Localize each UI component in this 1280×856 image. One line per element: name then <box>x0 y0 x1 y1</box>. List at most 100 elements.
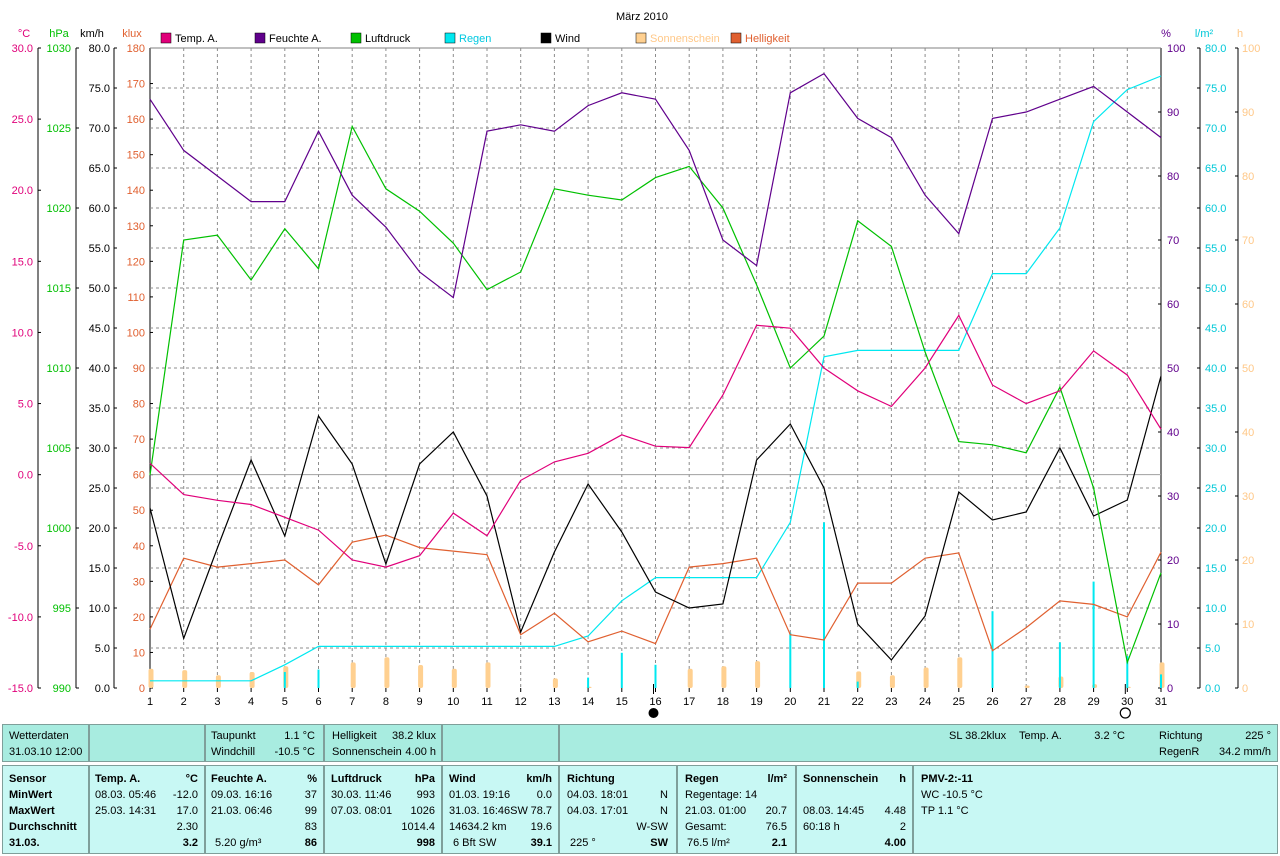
info-taupunkt: Taupunkt 1.1 °C Windchill -10.5 °C <box>205 724 324 762</box>
sunshine-bar <box>957 657 963 688</box>
left-axis-tick-label: 5.0 <box>95 643 110 655</box>
left-axis-tick-label: -10.0 <box>8 612 33 624</box>
feuchte-max-value: 99 <box>304 805 317 817</box>
right-axis-tick-label: 25.0 <box>1205 483 1226 495</box>
weather-chart: März 2010 °C-15.0-10.0-5.00.05.010.015.0… <box>7 11 1261 719</box>
right-axis-tick-label: 50.0 <box>1205 283 1226 295</box>
sl-value: SL 38.2klux <box>949 730 1007 742</box>
series-line-luftdruck <box>149 124 1162 665</box>
legend-label: Temp. A. <box>175 33 218 45</box>
stats-luftdruck: Luftdruck hPa 30.03. 11:46 993 07.03. 08… <box>324 765 442 854</box>
left-axis-tick-label: 30.0 <box>12 43 33 55</box>
right-axis-tick-label: 45.0 <box>1205 323 1226 335</box>
x-axis-day-label: 14 <box>582 696 594 708</box>
x-axis-day-label: 8 <box>383 696 389 708</box>
stats-temp: Temp. A. °C 08.03. 05:46 -12.0 25.03. 14… <box>89 765 205 854</box>
feuchte-min-value: 37 <box>304 789 317 801</box>
right-axis-tick-label: 75.0 <box>1205 83 1226 95</box>
left-axis-tick-label: 40 <box>133 541 145 553</box>
luftdruck-min-time: 30.03. 11:46 <box>331 789 392 801</box>
full-moon-icon <box>1119 707 1131 719</box>
right-axis-tick-label: 40 <box>1167 427 1179 439</box>
left-axis-tick-label: 10 <box>133 647 145 659</box>
feuchte-current: 86 <box>304 837 317 849</box>
right-axis-tick-label: 70.0 <box>1205 123 1226 135</box>
right-axis-tick-label: 65.0 <box>1205 163 1226 175</box>
right-axis-tick-label: 60.0 <box>1205 203 1226 215</box>
regen-regentage: Regentage: 14 <box>685 789 758 801</box>
sunshine-bar <box>923 667 929 688</box>
legend-label: Helligkeit <box>745 33 790 45</box>
legend-label: Feuchte A. <box>269 33 322 45</box>
sunshine-bar <box>889 675 895 688</box>
left-axis-tick-label: 110 <box>127 292 145 304</box>
x-axis-day-label: 12 <box>515 696 527 708</box>
sonne-avg: 2 <box>899 821 906 833</box>
stats-wind: Wind km/h 01.03. 19:16 0.0 31.03. 16:46S… <box>442 765 559 854</box>
stats-sonnenschein: Sonnenschein h 08.03. 14:45 4.48 60:18 h… <box>796 765 913 854</box>
sensor-row-avg: Durchschnitt <box>9 821 77 833</box>
series-line-regen <box>150 75 1162 682</box>
luftdruck-header: Luftdruck <box>331 773 382 785</box>
series-line-feuchte-a <box>149 72 1162 299</box>
rain-daily-bar <box>823 522 825 688</box>
right-axis-tick-label: 100 <box>1242 43 1260 55</box>
right-axis-tick-label: 60 <box>1167 299 1179 311</box>
left-axis-tick-label: 100 <box>127 327 145 339</box>
sunshine-bar <box>215 675 221 688</box>
left-axis-tick-label: 60 <box>133 470 145 482</box>
rain-daily-bar <box>1160 674 1162 688</box>
temp-unit: °C <box>185 773 198 785</box>
right-axis-tick-label: 10 <box>1242 619 1254 631</box>
wind-current: 39.1 <box>530 837 552 849</box>
left-axis-tick-label: 990 <box>53 683 71 695</box>
x-axis-day-label: 27 <box>1020 696 1032 708</box>
regenr-value: 34.2 mm/h <box>1219 746 1271 758</box>
left-axis-tick-label: 90 <box>133 363 145 375</box>
right-axis-tick-label: 50 <box>1242 363 1254 375</box>
x-axis-day-label: 26 <box>986 696 998 708</box>
rain-daily-bar <box>620 652 623 688</box>
luftdruck-unit: hPa <box>414 773 435 785</box>
temp-min-time: 08.03. 05:46 <box>95 789 157 801</box>
luftdruck-max-time: 07.03. 08:01 <box>331 805 393 817</box>
legend-swatch <box>444 32 456 44</box>
x-axis-day-label: 31 <box>1155 696 1167 708</box>
right-axis-tick-label: 70 <box>1242 235 1254 247</box>
legend-swatch <box>254 32 266 44</box>
right-axis-tick-label: 0.0 <box>1205 683 1220 695</box>
right-axis-tick-label: 5.0 <box>1205 643 1220 655</box>
left-axis-tick-label: 75.0 <box>89 83 110 95</box>
x-axis-day-label: 10 <box>447 696 459 708</box>
x-axis-day-label: 4 <box>248 696 254 708</box>
x-axis-day-label: 9 <box>417 696 423 708</box>
x-axis-day-label: 13 <box>548 696 560 708</box>
richtung-header: Richtung <box>567 773 615 785</box>
left-axis-tick-label: 20 <box>133 612 145 624</box>
left-axis-tick-label: 30 <box>133 576 145 588</box>
right-axis-tick-label: 80 <box>1167 171 1179 183</box>
left-axis-tick-label: 35.0 <box>89 403 110 415</box>
stats-regen: Regen l/m² Regentage: 14 21.03. 01:00 20… <box>677 765 796 854</box>
luftdruck-min-value: 993 <box>416 789 435 801</box>
right-axis-tick-label: 90 <box>1167 107 1179 119</box>
legend-label: Wind <box>555 33 580 45</box>
info-blank-1 <box>89 724 205 762</box>
left-axis-tick-label: 20.0 <box>12 185 33 197</box>
stats-feuchte: Feuchte A. % 09.03. 16:16 37 21.03. 06:4… <box>205 765 324 854</box>
right-axis-tick-label: 20.0 <box>1205 523 1226 535</box>
left-axis-tick-label: 1030 <box>47 43 71 55</box>
x-axis-day-label: 3 <box>214 696 220 708</box>
sensor-row-max: MaxWert <box>9 805 55 817</box>
regen-gesamt-label: Gesamt: <box>685 821 727 833</box>
right-axis-tick-label: 0 <box>1242 683 1248 695</box>
sonne-current: 4.00 <box>884 837 906 849</box>
right-axis-tick-label: 20 <box>1167 555 1179 567</box>
x-axis-day-label: 1 <box>147 696 153 708</box>
right-axis-tick-label: 15.0 <box>1205 563 1226 575</box>
x-axis-day-label: 18 <box>717 696 729 708</box>
x-axis-day-label: 5 <box>282 696 288 708</box>
legend-label: Regen <box>459 33 491 45</box>
series-line-temp-a <box>149 314 1162 568</box>
windchill-label: Windchill <box>211 746 256 758</box>
